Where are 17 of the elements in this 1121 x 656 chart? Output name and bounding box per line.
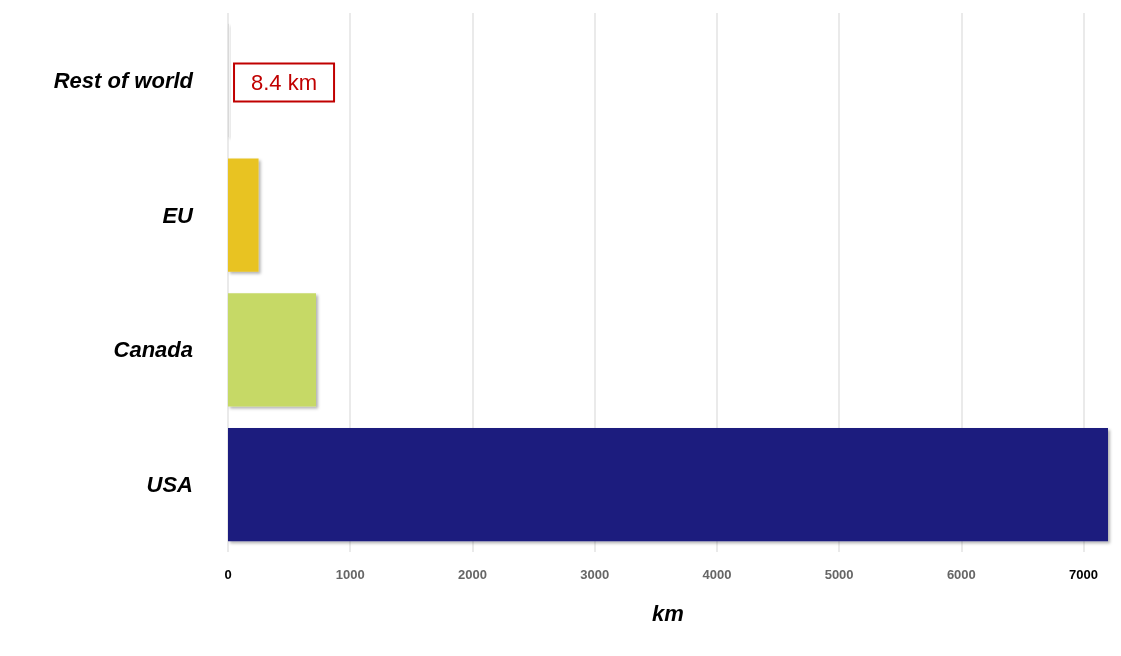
x-tick-label: 0 [224,567,232,582]
y-tick-label: Canada [113,337,193,363]
x-tick-label: 3000 [580,567,610,582]
x-tick-label: 7000 [1069,567,1099,582]
bar [228,293,316,407]
x-axis-title: km [652,600,684,626]
x-tick-label: 4000 [702,567,732,582]
y-tick-label: Rest of world [53,67,194,93]
x-tick-label: 5000 [824,567,854,582]
bar [228,428,1108,542]
x-tick-label: 1000 [335,567,365,582]
bar [228,158,259,272]
x-tick-label: 2000 [457,567,487,582]
annotation: 8.4 km [251,69,318,95]
y-tick-label: USA [146,472,193,498]
x-tick-label: 6000 [946,567,976,582]
y-tick-label: EU [162,202,195,228]
